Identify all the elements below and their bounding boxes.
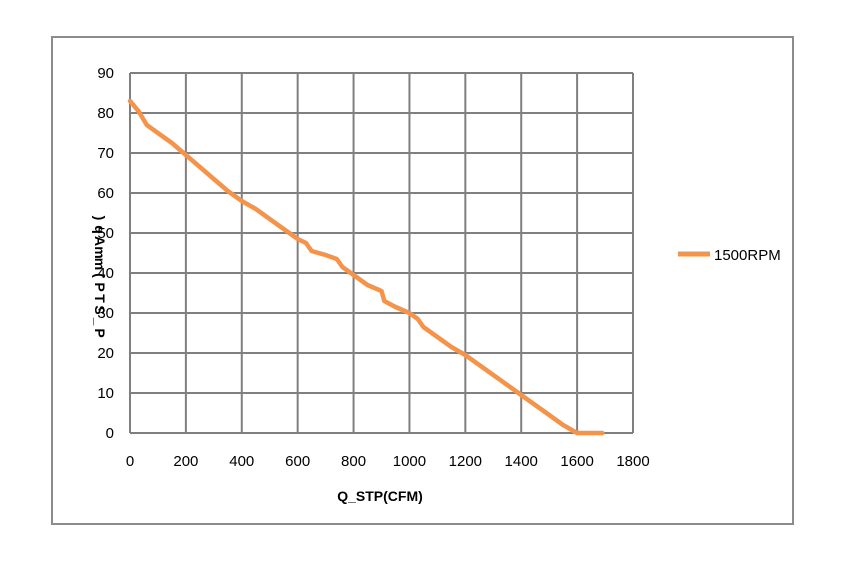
y-axis-title-char: m [92,258,108,270]
x-tick-label-1600: 1600 [560,453,593,470]
x-tick-label-200: 200 [173,453,198,470]
y-tick-label-60: 60 [97,185,114,202]
x-tick-label-1400: 1400 [505,453,538,470]
legend: 1500RPM [678,247,781,264]
y-axis-title-char: S [92,305,108,314]
y-axis-title-char: m [92,246,108,258]
x-tick-label-800: 800 [341,453,366,470]
tick-labels: 0 200 400 600 800 1000 1200 1400 1600 1800 0 10 20 30… [97,65,649,470]
y-tick-label-50: 50 [97,225,114,242]
chart-frame [51,36,794,525]
x-tick-label-600: 600 [285,453,310,470]
series-layer [127,98,605,436]
y-axis-title-char: q [92,225,108,234]
x-tick-label-1800: 1800 [616,453,649,470]
x-tick-label-1000: 1000 [393,453,426,470]
grid [129,72,634,434]
x-tick-label-0: 0 [126,453,134,470]
y-tick-label-0: 0 [106,425,114,442]
y-tick-label-90: 90 [97,65,114,82]
y-tick-label-80: 80 [97,105,114,122]
x-tick-label-1200: 1200 [449,453,482,470]
x-axis-title: Q_STP(CFM) [337,488,423,504]
y-tick-label-30: 30 [97,305,114,322]
y-axis-title-char: ( [92,273,108,278]
y-axis-title-char: P [92,282,108,291]
y-tick-label-70: 70 [97,145,114,162]
y-tick-label-40: 40 [97,265,114,282]
x-tick-label-400: 400 [229,453,254,470]
y-axis-title-char: A [92,236,108,246]
y-axis-title-char: _ [92,317,108,326]
legend-label-1500rpm: 1500RPM [714,247,781,264]
y-axis-title-char: ) [92,216,108,221]
y-axis-title-char: P [92,328,108,337]
y-axis-title-char: T [92,294,108,303]
series-line-1500rpm [127,98,605,436]
y-tick-label-10: 10 [97,385,114,402]
y-tick-label-20: 20 [97,345,114,362]
